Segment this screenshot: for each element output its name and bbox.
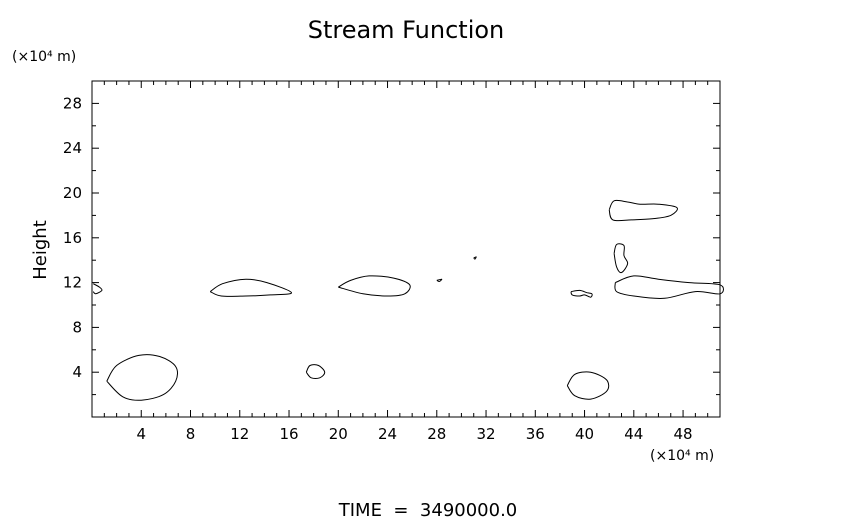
x-unit-label: (×10⁴ m) bbox=[650, 448, 714, 464]
y-tick-label: 8 bbox=[72, 318, 82, 336]
x-tick-label: 20 bbox=[329, 425, 348, 443]
contour-line bbox=[209, 278, 293, 297]
contour-line bbox=[436, 278, 443, 283]
contour-line bbox=[473, 256, 477, 260]
y-axis-label: Height bbox=[30, 220, 51, 280]
x-tick-label: 8 bbox=[186, 425, 196, 443]
y-tick-labels: 4 8 12 16 20 24 28 bbox=[63, 94, 82, 381]
plot-frame bbox=[91, 80, 721, 418]
contour-line bbox=[566, 371, 610, 400]
y-tick-label: 20 bbox=[63, 184, 82, 202]
contour-line bbox=[614, 275, 724, 299]
axis-ticks bbox=[92, 81, 720, 417]
chart-title: Stream Function bbox=[308, 16, 505, 44]
x-tick-labels: 4 8 12 16 20 24 28 32 36 40 44 48 bbox=[136, 425, 692, 443]
x-tick-label: 4 bbox=[136, 425, 146, 443]
contour-line bbox=[613, 243, 629, 274]
x-tick-label: 36 bbox=[526, 425, 545, 443]
contour-line bbox=[106, 354, 178, 401]
x-tick-label: 24 bbox=[378, 425, 397, 443]
contour-line bbox=[570, 289, 593, 298]
x-tick-label: 12 bbox=[230, 425, 249, 443]
x-tick-label: 44 bbox=[624, 425, 643, 443]
contour-line bbox=[608, 199, 678, 222]
y-unit-label: (×10⁴ m) bbox=[12, 49, 76, 65]
y-tick-label: 12 bbox=[63, 274, 82, 292]
x-tick-label: 48 bbox=[674, 425, 693, 443]
x-tick-label: 28 bbox=[427, 425, 446, 443]
contour-lines bbox=[92, 199, 724, 401]
contour-line bbox=[305, 364, 326, 379]
x-tick-label: 16 bbox=[279, 425, 298, 443]
y-tick-label: 24 bbox=[63, 139, 82, 157]
contour-line bbox=[338, 275, 411, 297]
y-tick-label: 4 bbox=[72, 363, 82, 381]
x-tick-label: 32 bbox=[476, 425, 495, 443]
contour-line bbox=[92, 283, 103, 295]
y-tick-label: 28 bbox=[63, 94, 82, 112]
x-tick-label: 40 bbox=[575, 425, 594, 443]
time-footer: TIME = 3490000.0 bbox=[338, 500, 518, 519]
y-tick-label: 16 bbox=[63, 229, 82, 247]
